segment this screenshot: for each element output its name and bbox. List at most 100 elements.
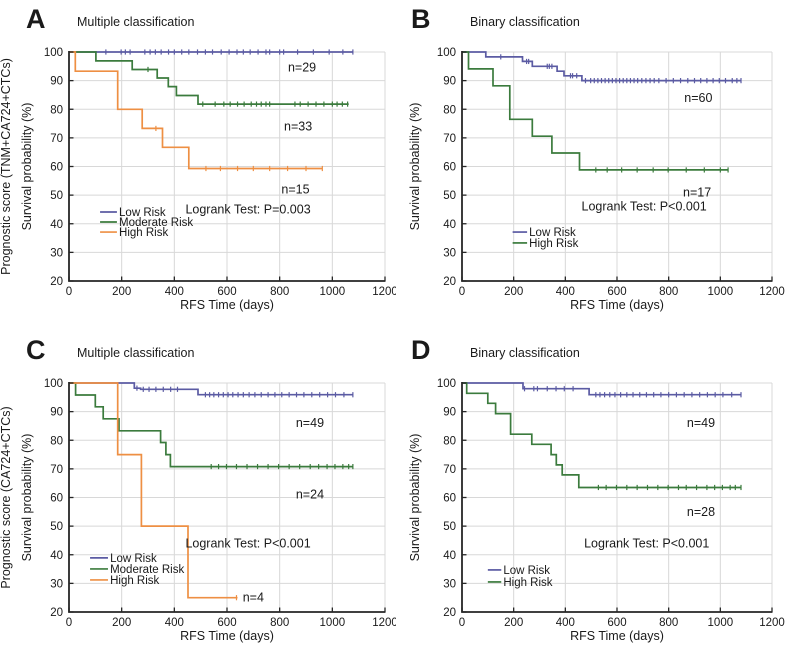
km-curve-moderate-risk: [69, 382, 353, 468]
y-tick-label: 40: [443, 550, 456, 562]
km-curve-high-risk: [69, 51, 323, 170]
n-count-label: n=4: [243, 591, 264, 605]
y-tick-label: 50: [443, 190, 456, 202]
n-count-label: n=29: [288, 61, 316, 75]
x-tick-label: 400: [165, 617, 184, 629]
y-tick-label: 20: [50, 607, 63, 619]
y-tick-label: 30: [50, 578, 63, 590]
y-tick-label: 50: [50, 190, 63, 202]
legend-label: High Risk: [503, 577, 552, 589]
panel-C: 0 200 400 600 800 1000 1200 20 30 40 50 60 70 80 90 100…: [0, 335, 396, 643]
n-count-label: n=33: [284, 119, 312, 133]
panel-letter: A: [26, 4, 46, 34]
x-tick-label: 600: [217, 617, 236, 629]
x-tick-label: 200: [504, 286, 523, 298]
legend-label: High Risk: [529, 238, 578, 250]
y-tick-label: 80: [443, 435, 456, 447]
y-tick-label: 100: [437, 378, 456, 390]
y-axis-label: Survival probability (%): [408, 434, 422, 562]
y-tick-label: 60: [50, 162, 63, 174]
y-tick-label: 30: [443, 578, 456, 590]
y-tick-label: 50: [50, 521, 63, 533]
y-axis-label: Survival probability (%): [408, 103, 422, 231]
x-tick-label: 1200: [759, 617, 785, 629]
x-tick-label: 800: [659, 617, 678, 629]
y-tick-label: 70: [50, 133, 63, 145]
y-tick-label: 40: [443, 219, 456, 231]
legend-label: Low Risk: [110, 553, 157, 565]
panel-letter: D: [411, 335, 431, 365]
y-tick-label: 80: [443, 104, 456, 116]
km-curve-low-risk: [462, 51, 741, 82]
x-tick-label: 1000: [320, 286, 346, 298]
x-tick-label: 1200: [759, 286, 785, 298]
panel-title: Multiple classification: [77, 346, 194, 360]
y-tick-label: 90: [443, 407, 456, 419]
x-tick-label: 400: [556, 286, 575, 298]
y-tick-label: 90: [50, 76, 63, 88]
legend-label: High Risk: [110, 575, 159, 587]
km-curve-low-risk: [69, 382, 353, 396]
x-tick-label: 0: [459, 286, 465, 298]
y-tick-label: 70: [443, 464, 456, 476]
y-tick-label: 80: [50, 435, 63, 447]
y-tick-label: 90: [443, 76, 456, 88]
y-tick-label: 70: [50, 464, 63, 476]
x-tick-label: 0: [66, 286, 72, 298]
panel-title: Binary classification: [470, 15, 580, 29]
legend-label: Low Risk: [119, 207, 166, 219]
x-tick-label: 600: [607, 286, 626, 298]
x-axis-label: RFS Time (days): [180, 298, 274, 312]
legend-label: Low Risk: [529, 227, 576, 239]
panel-title: Multiple classification: [77, 15, 194, 29]
y-tick-label: 30: [50, 247, 63, 259]
x-tick-label: 1200: [372, 617, 396, 629]
y-tick-label: 90: [50, 407, 63, 419]
n-count-label: n=15: [281, 182, 309, 196]
x-tick-label: 1200: [372, 286, 396, 298]
y-axis-label: Prognostic score (CA724+CTCs): [0, 406, 13, 588]
x-tick-label: 800: [659, 286, 678, 298]
legend-label: Moderate Risk: [119, 217, 193, 229]
y-tick-label: 60: [50, 493, 63, 505]
x-tick-label: 200: [112, 617, 131, 629]
y-tick-label: 20: [443, 607, 456, 619]
y-tick-label: 20: [50, 276, 63, 288]
n-count-label: n=24: [296, 488, 324, 502]
x-tick-label: 800: [270, 286, 289, 298]
y-tick-label: 100: [44, 378, 63, 390]
x-axis-label: RFS Time (days): [570, 629, 664, 643]
y-axis-label: Prognostic score (TNM+CA724+CTCs): [0, 58, 13, 275]
y-tick-label: 100: [437, 47, 456, 59]
y-tick-label: 40: [50, 550, 63, 562]
x-tick-label: 0: [66, 617, 72, 629]
legend-label: Moderate Risk: [110, 564, 184, 576]
y-tick-label: 50: [443, 521, 456, 533]
n-count-label: n=60: [684, 91, 712, 105]
y-axis-label: Survival probability (%): [20, 434, 34, 562]
panel-D: 0 200 400 600 800 1000 1200 20 30 40 50 60 70 80 90 100…: [408, 335, 785, 643]
y-tick-label: 20: [443, 276, 456, 288]
y-tick-label: 100: [44, 47, 63, 59]
km-curve-high-risk: [69, 382, 238, 599]
x-tick-label: 1000: [708, 286, 734, 298]
legend-label: Low Risk: [503, 565, 550, 577]
n-count-label: n=28: [687, 505, 715, 519]
logrank-label: Logrank Test: P<0.001: [185, 536, 310, 550]
y-axis-label: Survival probability (%): [20, 103, 34, 231]
logrank-label: Logrank Test: P=0.003: [185, 202, 310, 216]
logrank-label: Logrank Test: P<0.001: [582, 200, 707, 214]
y-tick-label: 60: [443, 162, 456, 174]
n-count-label: n=49: [296, 416, 324, 430]
panel-A: 0 200 400 600 800 1000 1200 20 30 40 50 60 70 80 90 100…: [0, 4, 396, 312]
x-tick-label: 200: [112, 286, 131, 298]
x-tick-label: 400: [556, 617, 575, 629]
km-curve-high-risk: [462, 51, 729, 171]
legend-label: High Risk: [119, 227, 168, 239]
logrank-label: Logrank Test: P<0.001: [584, 536, 709, 550]
panel-B: 0 200 400 600 800 1000 1200 20 30 40 50 60 70 80 90 100…: [408, 4, 785, 312]
x-tick-label: 1000: [708, 617, 734, 629]
x-tick-label: 200: [504, 617, 523, 629]
y-tick-label: 30: [443, 247, 456, 259]
